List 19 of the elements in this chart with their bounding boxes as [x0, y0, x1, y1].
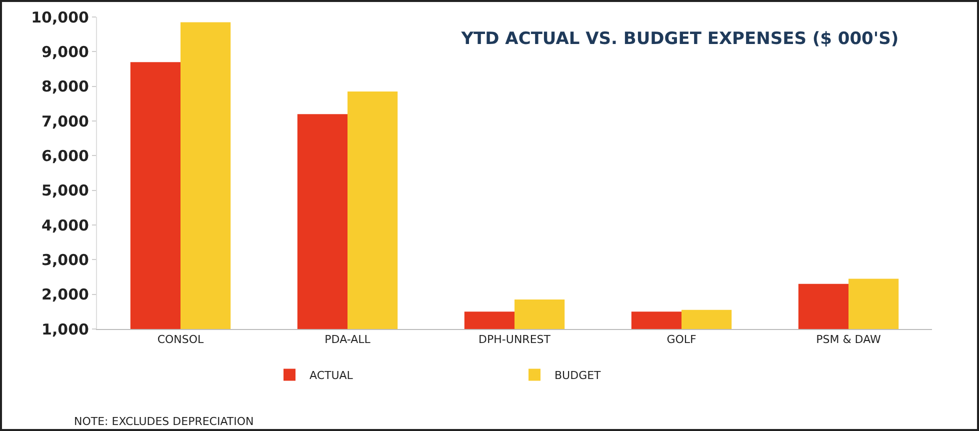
legend-label: ACTUAL [310, 368, 354, 382]
text: NOTE: EXCLUDES DEPRECIATION [74, 415, 254, 428]
legend-label: BUDGET [554, 368, 602, 382]
text: YTD ACTUAL VS. BUDGET EXPENSES ($ 000'S) [460, 28, 899, 49]
y-tick-label: 1,000 [42, 320, 89, 338]
x-tick-label: GOLF [666, 333, 696, 346]
y-tick-label: 6,000 [42, 146, 89, 165]
x-tick-label: PSM & DAW [816, 333, 881, 346]
y-tick-label: 2,000 [42, 286, 89, 304]
y-tick-label: 9,000 [42, 42, 89, 61]
y-tick-label: 7,000 [42, 112, 89, 130]
y-tick-label: 10,000 [31, 8, 89, 26]
x-tick-label: DPH-UNREST [478, 333, 551, 346]
x-tick-label: CONSOL [157, 333, 205, 346]
x-tick-label: PDA-ALL [324, 333, 372, 346]
y-tick-label: 5,000 [42, 182, 89, 200]
y-tick-label: 4,000 [42, 216, 89, 234]
y-tick-label: 3,000 [42, 250, 89, 269]
y-tick-label: 8,000 [42, 78, 89, 96]
